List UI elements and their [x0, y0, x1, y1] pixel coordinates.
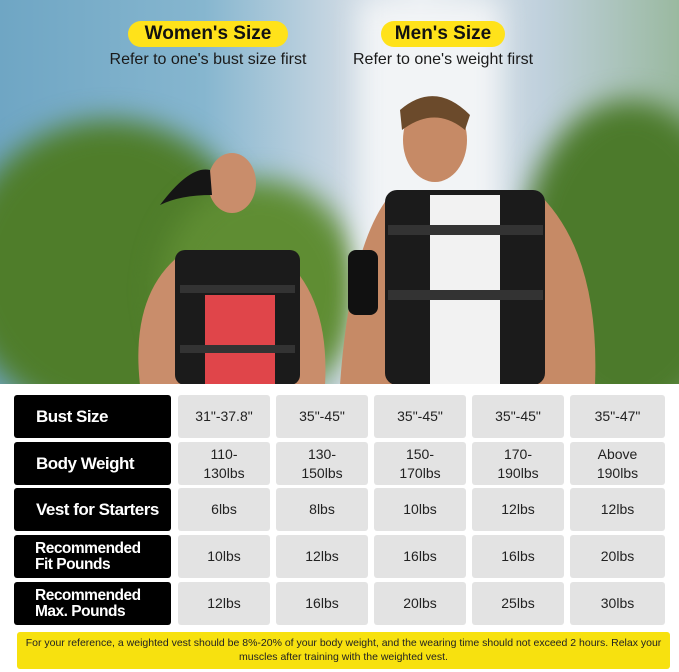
- table-cell: 12lbs: [570, 488, 665, 531]
- table-cell: 30lbs: [570, 582, 665, 625]
- table-cell: 110- 130lbs: [178, 442, 270, 485]
- row-label: Recommended Fit Pounds: [14, 535, 171, 578]
- table-cell: 10lbs: [374, 488, 466, 531]
- table-cell: 31"-37.8": [178, 395, 270, 438]
- table-cell: 170- 190lbs: [472, 442, 564, 485]
- reference-note: For your reference, a weighted vest shou…: [17, 632, 670, 669]
- table-cell: 20lbs: [570, 535, 665, 578]
- table-cell: 16lbs: [374, 535, 466, 578]
- table-cell: 12lbs: [472, 488, 564, 531]
- womens-size-subtitle: Refer to one's bust size first: [109, 51, 307, 68]
- table-cell: 35"-45": [374, 395, 466, 438]
- row-label: Body Weight: [14, 442, 171, 485]
- table-cell: 6lbs: [178, 488, 270, 531]
- man-runner-image: [340, 96, 596, 384]
- table-cell: 35"-45": [276, 395, 368, 438]
- table-cell: 16lbs: [472, 535, 564, 578]
- mens-size-badge: Men's Size: [381, 21, 505, 47]
- table-cell: 35"-45": [472, 395, 564, 438]
- table-cell: 16lbs: [276, 582, 368, 625]
- table-cell: 150- 170lbs: [374, 442, 466, 485]
- table-cell: 25lbs: [472, 582, 564, 625]
- table-cell: 20lbs: [374, 582, 466, 625]
- woman-runner-image: [138, 153, 326, 384]
- table-cell: 8lbs: [276, 488, 368, 531]
- mens-size-subtitle: Refer to one's weight first: [352, 51, 534, 68]
- table-cell: 10lbs: [178, 535, 270, 578]
- table-cell: 130- 150lbs: [276, 442, 368, 485]
- table-cell: 12lbs: [178, 582, 270, 625]
- row-label: Recommended Max. Pounds: [14, 582, 171, 625]
- womens-size-badge: Women's Size: [128, 21, 288, 47]
- table-cell: Above 190lbs: [570, 442, 665, 485]
- table-cell: 12lbs: [276, 535, 368, 578]
- row-label: Bust Size: [14, 395, 171, 438]
- hero-photo: Women's Size Refer to one's bust size fi…: [0, 0, 679, 384]
- table-cell: 35"-47": [570, 395, 665, 438]
- row-label: Vest for Starters: [14, 488, 171, 531]
